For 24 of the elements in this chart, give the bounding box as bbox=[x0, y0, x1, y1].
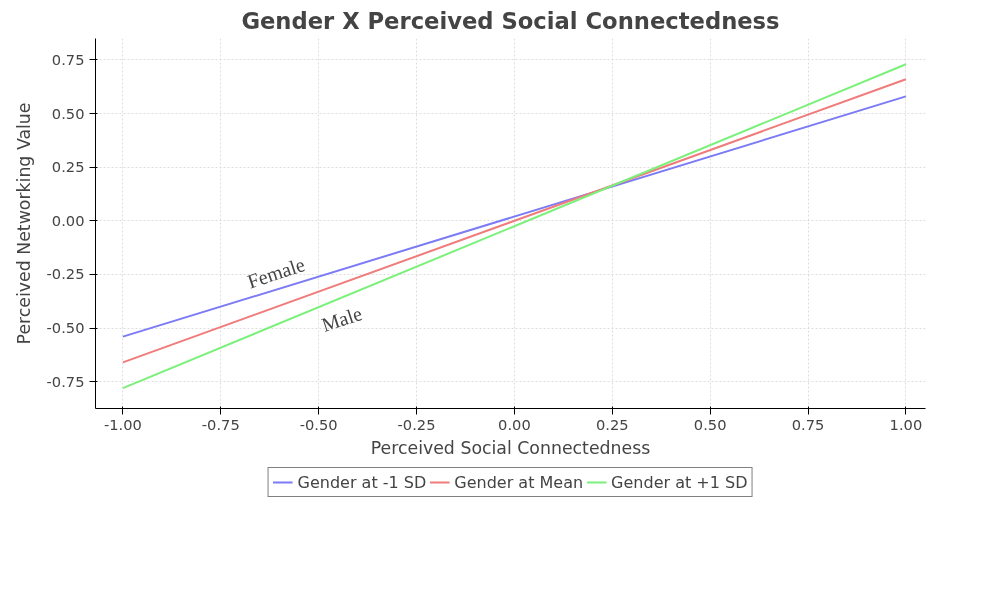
legend-label: Gender at +1 SD bbox=[611, 472, 748, 492]
legend-label: Gender at -1 SD bbox=[297, 472, 427, 492]
chart-title: Gender X Perceived Social Connectedness bbox=[241, 7, 780, 34]
y-tick-label: -0.25 bbox=[46, 265, 85, 283]
y-tick-label: 0.50 bbox=[51, 104, 85, 122]
y-axis-title: Perceived Networking Value bbox=[13, 102, 34, 345]
annotation: Female bbox=[244, 252, 308, 293]
x-tick-label: -0.75 bbox=[201, 415, 240, 433]
y-tick-label: 0.25 bbox=[51, 158, 85, 176]
y-tick-label: -0.75 bbox=[46, 372, 85, 390]
annotation: Male bbox=[318, 301, 365, 336]
x-tick-label: -0.25 bbox=[397, 415, 436, 433]
x-tick-label: -1.00 bbox=[103, 415, 142, 433]
x-tick-label: 0.25 bbox=[595, 415, 629, 433]
x-tick-label: 0.00 bbox=[498, 415, 531, 433]
x-tick-label: 0.50 bbox=[693, 415, 727, 433]
x-axis-title: Perceived Social Connectedness bbox=[370, 437, 651, 458]
y-tick-label: -0.50 bbox=[46, 319, 85, 337]
x-tick-label: 0.75 bbox=[791, 415, 825, 433]
y-tick-label: 0.00 bbox=[51, 211, 85, 229]
y-tick-label: 0.75 bbox=[51, 50, 85, 68]
legend-label: Gender at Mean bbox=[454, 472, 584, 492]
x-tick-label: -0.50 bbox=[299, 415, 338, 433]
x-tick-label: 1.00 bbox=[889, 415, 923, 433]
